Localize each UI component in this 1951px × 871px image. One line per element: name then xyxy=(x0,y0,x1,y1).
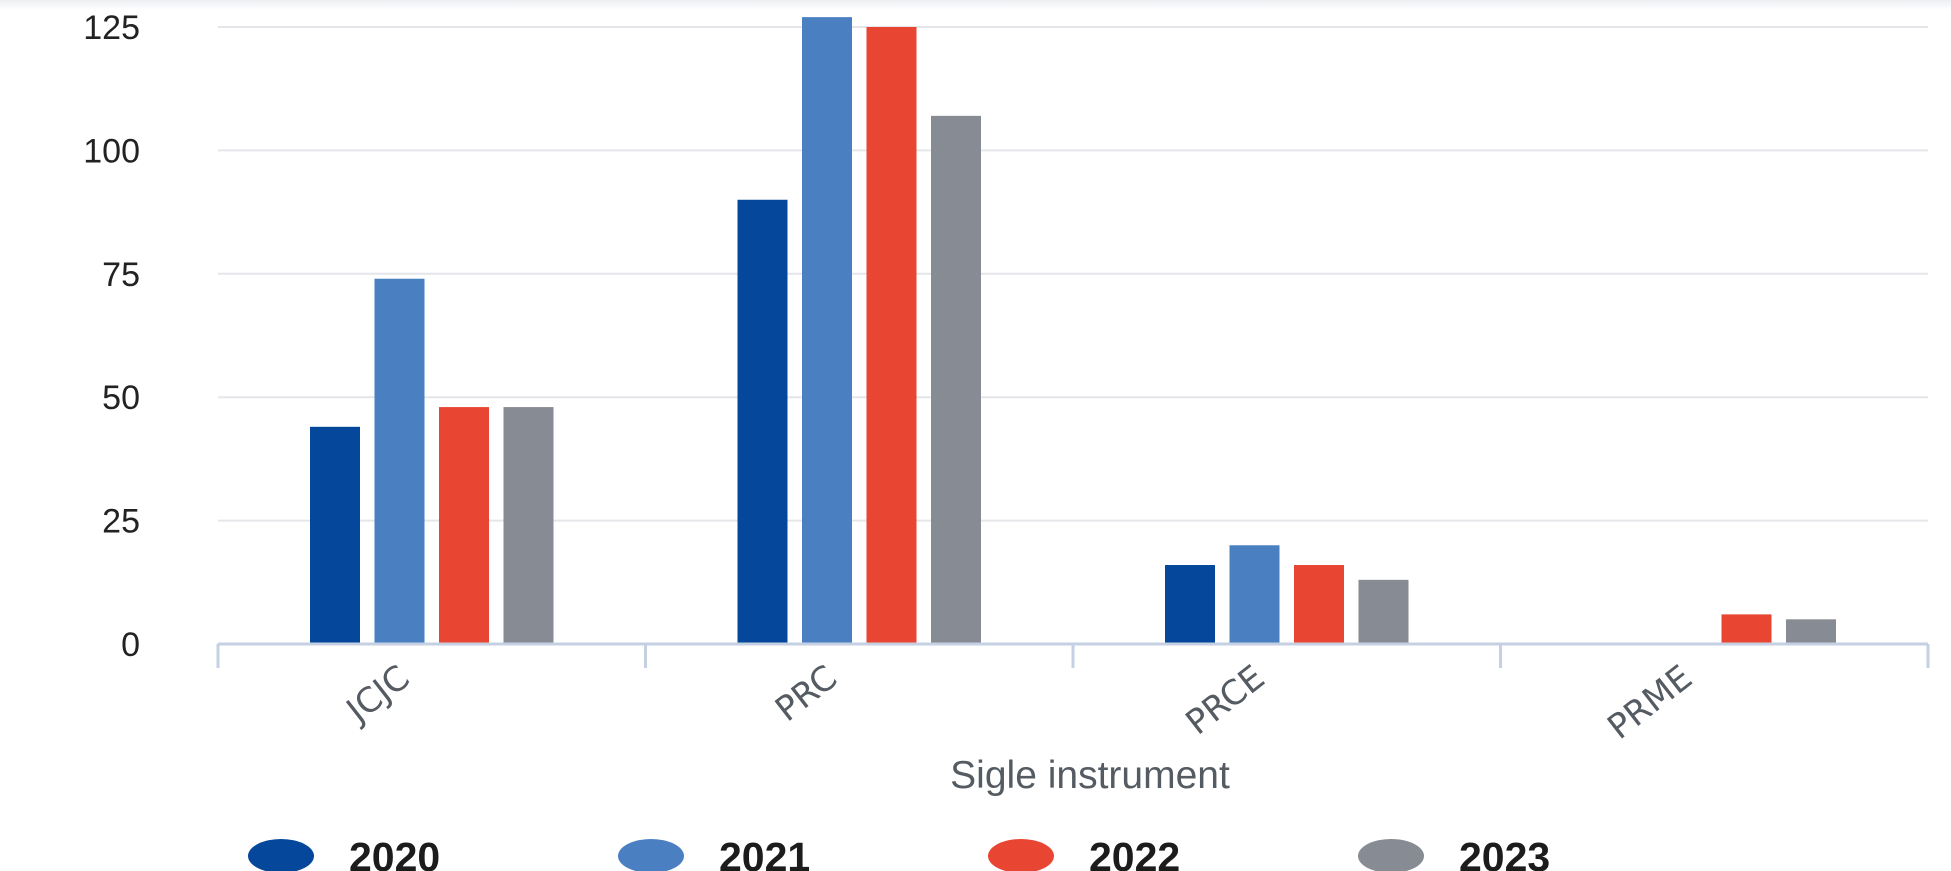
bar-jcjc-2022 xyxy=(439,407,489,644)
gridlines xyxy=(218,26,1928,522)
bar-prce-2021 xyxy=(1229,545,1280,644)
top-band xyxy=(0,0,1951,10)
legend-label: 2021 xyxy=(719,834,810,871)
bar-prc-2023 xyxy=(931,115,981,644)
legend: 2020 2021 2022 2023 xyxy=(248,834,1550,871)
y-tick-label: 50 xyxy=(102,379,140,417)
x-tick-label: PRC xyxy=(768,658,845,730)
bar-prc-2020 xyxy=(737,199,788,644)
bar-jcjc-2020 xyxy=(310,426,360,644)
x-tick-label: JCJC xyxy=(338,658,417,732)
legend-label: 2020 xyxy=(349,834,440,871)
y-axis-ticks: 0 25 50 75 100 125 xyxy=(83,9,140,664)
x-axis-title: Sigle instrument xyxy=(950,754,1230,797)
bars xyxy=(310,17,1836,645)
x-tick-label: PRCE xyxy=(1179,658,1273,743)
bar-jcjc-2021 xyxy=(374,278,425,644)
y-tick-label: 75 xyxy=(102,256,140,294)
bar-prme-2023 xyxy=(1786,619,1836,644)
legend-label: 2023 xyxy=(1459,834,1550,871)
x-axis xyxy=(216,642,1930,668)
x-tick-label: PRME xyxy=(1600,658,1699,748)
y-tick-label: 100 xyxy=(83,132,140,170)
bar-prme-2022 xyxy=(1721,614,1772,644)
x-axis-ticks: JCJC PRC PRCE PRME xyxy=(338,658,1700,748)
legend-label: 2022 xyxy=(1089,834,1180,871)
legend-marker xyxy=(1358,839,1424,871)
legend-marker xyxy=(618,839,684,871)
bar-prc-2022 xyxy=(866,27,917,644)
legend-marker xyxy=(248,839,314,871)
bar-prce-2022 xyxy=(1294,565,1344,644)
bar-prce-2023 xyxy=(1358,579,1409,644)
legend-marker xyxy=(988,839,1054,871)
bar-jcjc-2023 xyxy=(503,407,554,644)
y-tick-label: 125 xyxy=(83,9,140,47)
bar-prce-2020 xyxy=(1165,565,1215,644)
bar-prc-2021 xyxy=(802,17,852,645)
y-tick-label: 25 xyxy=(102,503,140,541)
y-tick-label: 0 xyxy=(121,626,140,664)
